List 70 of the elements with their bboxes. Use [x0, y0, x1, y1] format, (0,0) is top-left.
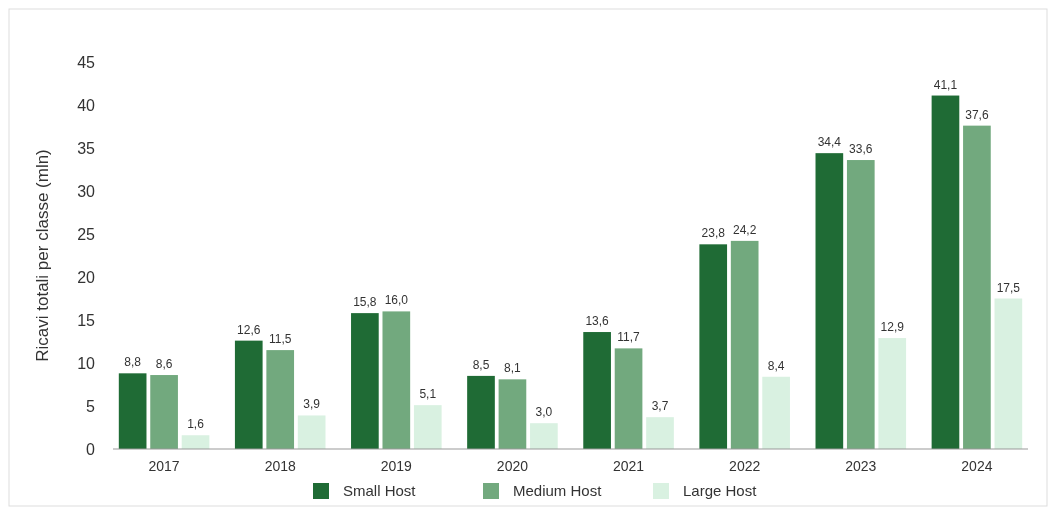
y-tick-label: 35 [77, 139, 96, 157]
bar [846, 160, 875, 449]
y-tick-label: 15 [77, 311, 96, 329]
data-label: 23,8 [701, 226, 726, 241]
x-tick-label: 2024 [961, 458, 993, 474]
data-label: 3,9 [303, 397, 321, 412]
bar [530, 423, 558, 449]
x-tick-label: 2021 [612, 458, 645, 474]
y-tick-label: 5 [86, 397, 96, 415]
data-label: 8,8 [124, 355, 142, 370]
y-tick-label: 45 [77, 53, 96, 71]
data-label: 3,7 [651, 399, 669, 414]
data-label: 11,5 [268, 332, 292, 347]
bar [699, 244, 728, 449]
bar [646, 417, 674, 449]
data-label: 1,6 [187, 417, 205, 432]
data-label: 15,8 [353, 295, 377, 310]
y-tick-label: 20 [77, 268, 96, 286]
data-label: 41,1 [933, 77, 958, 92]
x-tick-label: 2017 [148, 458, 180, 474]
y-tick-label: 25 [77, 225, 96, 243]
data-label: 34,4 [817, 135, 842, 150]
bar [815, 153, 844, 449]
bar [583, 332, 611, 449]
bar [234, 340, 263, 449]
bar [181, 435, 210, 449]
data-label: 16,0 [384, 293, 409, 308]
legend-label: Large Host [683, 482, 758, 500]
y-tick-label: 40 [77, 96, 96, 114]
data-label: 13,6 [585, 314, 610, 329]
legend-label: Small Host [343, 482, 417, 500]
bar [931, 95, 960, 449]
bar [614, 348, 643, 449]
y-tick-label: 0 [86, 440, 96, 458]
data-label: 24,2 [733, 222, 757, 237]
x-tick-label: 2022 [729, 458, 761, 474]
data-label: 17,5 [996, 280, 1021, 295]
data-label: 5,1 [419, 387, 437, 402]
data-label: 12,6 [237, 322, 261, 337]
bar [762, 376, 790, 449]
data-label: 11,7 [617, 330, 641, 345]
bar [878, 338, 907, 449]
bar [467, 375, 495, 449]
bar [118, 373, 147, 449]
bar [382, 311, 411, 449]
x-tick-label: 2023 [845, 458, 877, 474]
bar [297, 415, 326, 449]
data-label: 3,0 [535, 405, 553, 420]
y-tick-label: 30 [77, 182, 96, 200]
bar [150, 375, 178, 449]
y-tick-label: 10 [77, 354, 96, 372]
x-tick-label: 2020 [496, 458, 529, 474]
bar [266, 350, 295, 449]
data-label: 12,9 [880, 320, 905, 335]
data-label: 8,1 [504, 361, 522, 376]
legend-label: Medium Host [513, 482, 603, 500]
data-label: 8,6 [155, 357, 173, 372]
bar [413, 405, 442, 449]
y-axis-title: Ricavi totali per classe (mln) [33, 149, 52, 362]
bar [994, 298, 1023, 449]
bar [730, 240, 759, 449]
data-label: 8,4 [767, 358, 785, 373]
bar [963, 125, 991, 449]
bar [498, 379, 527, 449]
data-label: 37,6 [965, 107, 989, 122]
bar [351, 313, 379, 449]
x-tick-label: 2018 [264, 458, 296, 474]
data-label: 33,6 [849, 142, 873, 157]
data-label: 8,5 [472, 357, 490, 372]
x-tick-label: 2019 [380, 458, 413, 474]
